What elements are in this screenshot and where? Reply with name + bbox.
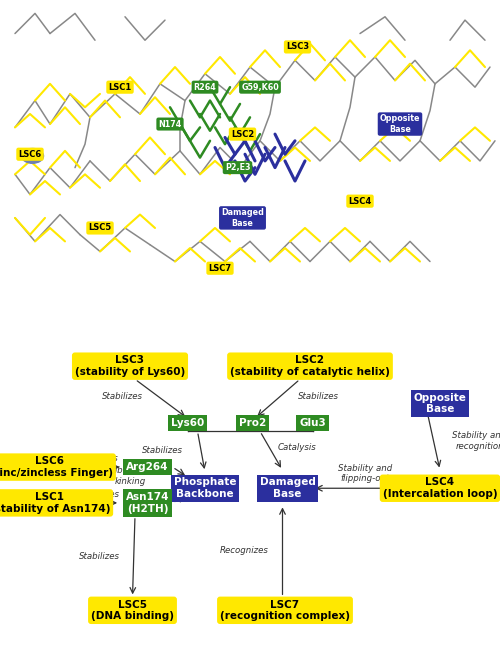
Text: P2,E3: P2,E3 <box>225 163 250 172</box>
Text: G59,K60: G59,K60 <box>241 83 279 92</box>
Circle shape <box>22 148 44 163</box>
Text: Stability and
recognition: Stability and recognition <box>452 432 500 450</box>
Text: Stabilizes: Stabilizes <box>79 552 120 561</box>
Text: Stability and
kinking: Stability and kinking <box>104 466 158 486</box>
Text: LSC4: LSC4 <box>348 197 372 206</box>
Text: Opposite
Base: Opposite Base <box>380 115 420 133</box>
Text: LSC1
(stability of Asn174): LSC1 (stability of Asn174) <box>0 492 110 514</box>
Text: N174: N174 <box>158 120 182 128</box>
Text: LSC2
(stability of catalytic helix): LSC2 (stability of catalytic helix) <box>230 355 390 377</box>
Text: Lys60: Lys60 <box>171 418 204 428</box>
Text: LSC6
(Zinc/zincless Finger): LSC6 (Zinc/zincless Finger) <box>0 456 113 478</box>
Text: Recognizes: Recognizes <box>220 546 269 555</box>
Text: LSC2: LSC2 <box>231 130 254 139</box>
Text: LSC5: LSC5 <box>88 223 112 232</box>
Text: LSC3
(stability of Lys60): LSC3 (stability of Lys60) <box>75 355 185 377</box>
Text: Damaged
Base: Damaged Base <box>260 477 316 499</box>
Text: LSC7: LSC7 <box>208 264 232 273</box>
Text: Stability and
flipping-out: Stability and flipping-out <box>338 464 392 483</box>
Text: Stabilizes: Stabilizes <box>102 392 142 401</box>
Text: Arg264: Arg264 <box>126 462 169 472</box>
Text: Stabilizes: Stabilizes <box>142 447 182 455</box>
Text: Opposite
Base: Opposite Base <box>414 393 467 415</box>
Text: Contains: Contains <box>81 454 119 463</box>
Text: LSC1: LSC1 <box>108 83 132 92</box>
Text: LSC4
(Intercalation loop): LSC4 (Intercalation loop) <box>382 477 498 499</box>
Text: LSC7
(recognition complex): LSC7 (recognition complex) <box>220 600 350 621</box>
Text: LSC5
(DNA binding): LSC5 (DNA binding) <box>91 600 174 621</box>
Text: Glu3: Glu3 <box>299 418 326 428</box>
Text: LSC3: LSC3 <box>286 42 309 51</box>
Text: Phosphate
Backbone: Phosphate Backbone <box>174 477 236 499</box>
Text: Asn174
(H2TH): Asn174 (H2TH) <box>126 492 169 514</box>
Text: Stabilizes: Stabilizes <box>78 490 120 499</box>
Text: R264: R264 <box>194 83 216 92</box>
Text: Pro2: Pro2 <box>239 418 266 428</box>
Text: Stabilizes: Stabilizes <box>298 392 339 401</box>
Text: Catalysis: Catalysis <box>278 443 316 452</box>
Text: LSC6: LSC6 <box>18 150 42 159</box>
Text: Damaged
Base: Damaged Base <box>221 208 264 228</box>
